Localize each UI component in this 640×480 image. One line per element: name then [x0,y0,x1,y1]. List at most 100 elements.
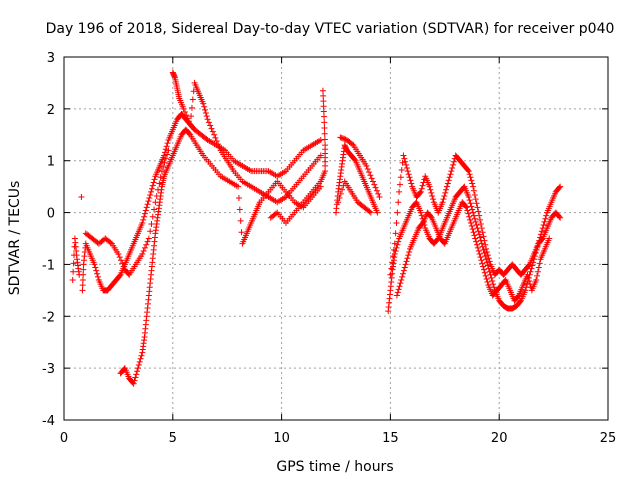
data-point [484,279,491,286]
data-point [180,105,187,112]
data-point [464,167,471,174]
data-point [141,213,148,220]
data-point [465,194,472,201]
data-point [150,179,157,186]
data-point [481,250,488,257]
data-point [490,281,497,288]
data-point [368,175,375,182]
data-point [203,135,210,142]
data-point [450,161,457,168]
data-point [207,122,214,129]
data-point [131,377,138,384]
data-point [79,276,86,283]
y-tick-label: -1 [42,258,55,273]
data-point [141,210,148,217]
data-point [439,199,446,206]
y-tick-label: 0 [47,207,55,222]
data-point [151,206,158,213]
data-point [165,147,172,154]
data-point [522,287,529,294]
data-point [528,265,535,272]
data-point [478,225,485,232]
data-point [542,215,549,222]
data-point [477,254,484,261]
data-point [467,200,474,207]
data-point [118,257,125,264]
data-point [337,134,344,141]
data-point [212,134,219,141]
data-point [397,280,404,287]
data-point [394,209,401,216]
data-point [143,241,150,248]
data-point [469,180,476,187]
y-tick-label: 1 [47,155,55,170]
data-point [473,222,480,229]
data-point [396,188,403,195]
data-point [395,286,402,293]
data-point [80,271,87,278]
data-point [538,228,545,235]
data-point [236,206,243,213]
data-point [189,96,196,103]
data-point [484,259,491,266]
data-point [444,180,451,187]
data-point [320,108,327,115]
data-point [447,171,454,178]
data-point [406,248,413,255]
data-point [320,92,327,99]
data-point [476,212,483,219]
data-point [467,219,474,226]
data-point [134,368,141,375]
series-trace-e [333,134,383,216]
data-point [556,184,563,191]
data-point [401,155,408,162]
data-point [367,209,374,216]
data-point [369,178,376,185]
data-point [443,186,450,193]
data-point [471,215,478,222]
data-point [399,159,406,166]
data-point [187,121,194,128]
data-point [533,276,540,283]
data-point [474,204,481,211]
data-point [208,125,215,132]
data-point [466,197,473,204]
data-point [479,229,486,236]
data-point [388,265,395,272]
data-point [391,240,398,247]
data-point [200,100,207,107]
data-point [534,268,541,275]
data-point [480,246,487,253]
data-point [339,135,346,142]
data-point [485,255,492,262]
data-point [202,110,209,117]
data-point [468,223,475,230]
data-point [483,245,490,252]
data-point [185,118,192,125]
data-point [188,104,195,111]
data-point [402,261,409,268]
data-point [479,260,486,267]
data-point [463,204,470,211]
data-point [188,113,195,120]
data-point [468,203,475,210]
data-point [215,141,222,148]
data-point [471,191,478,198]
data-point [116,272,123,279]
data-point [472,196,479,203]
data-point [480,263,487,270]
data-point [419,220,426,227]
data-point [216,144,223,151]
data-point [374,209,381,216]
data-point [417,209,424,216]
data-point [419,182,426,189]
data-point [116,254,123,261]
data-point [472,235,479,242]
data-point [337,190,344,197]
data-point [477,220,484,227]
data-point [427,186,434,193]
x-tick-label: 5 [169,431,177,446]
data-point [443,183,450,190]
data-point [466,171,473,178]
data-point [160,163,167,170]
